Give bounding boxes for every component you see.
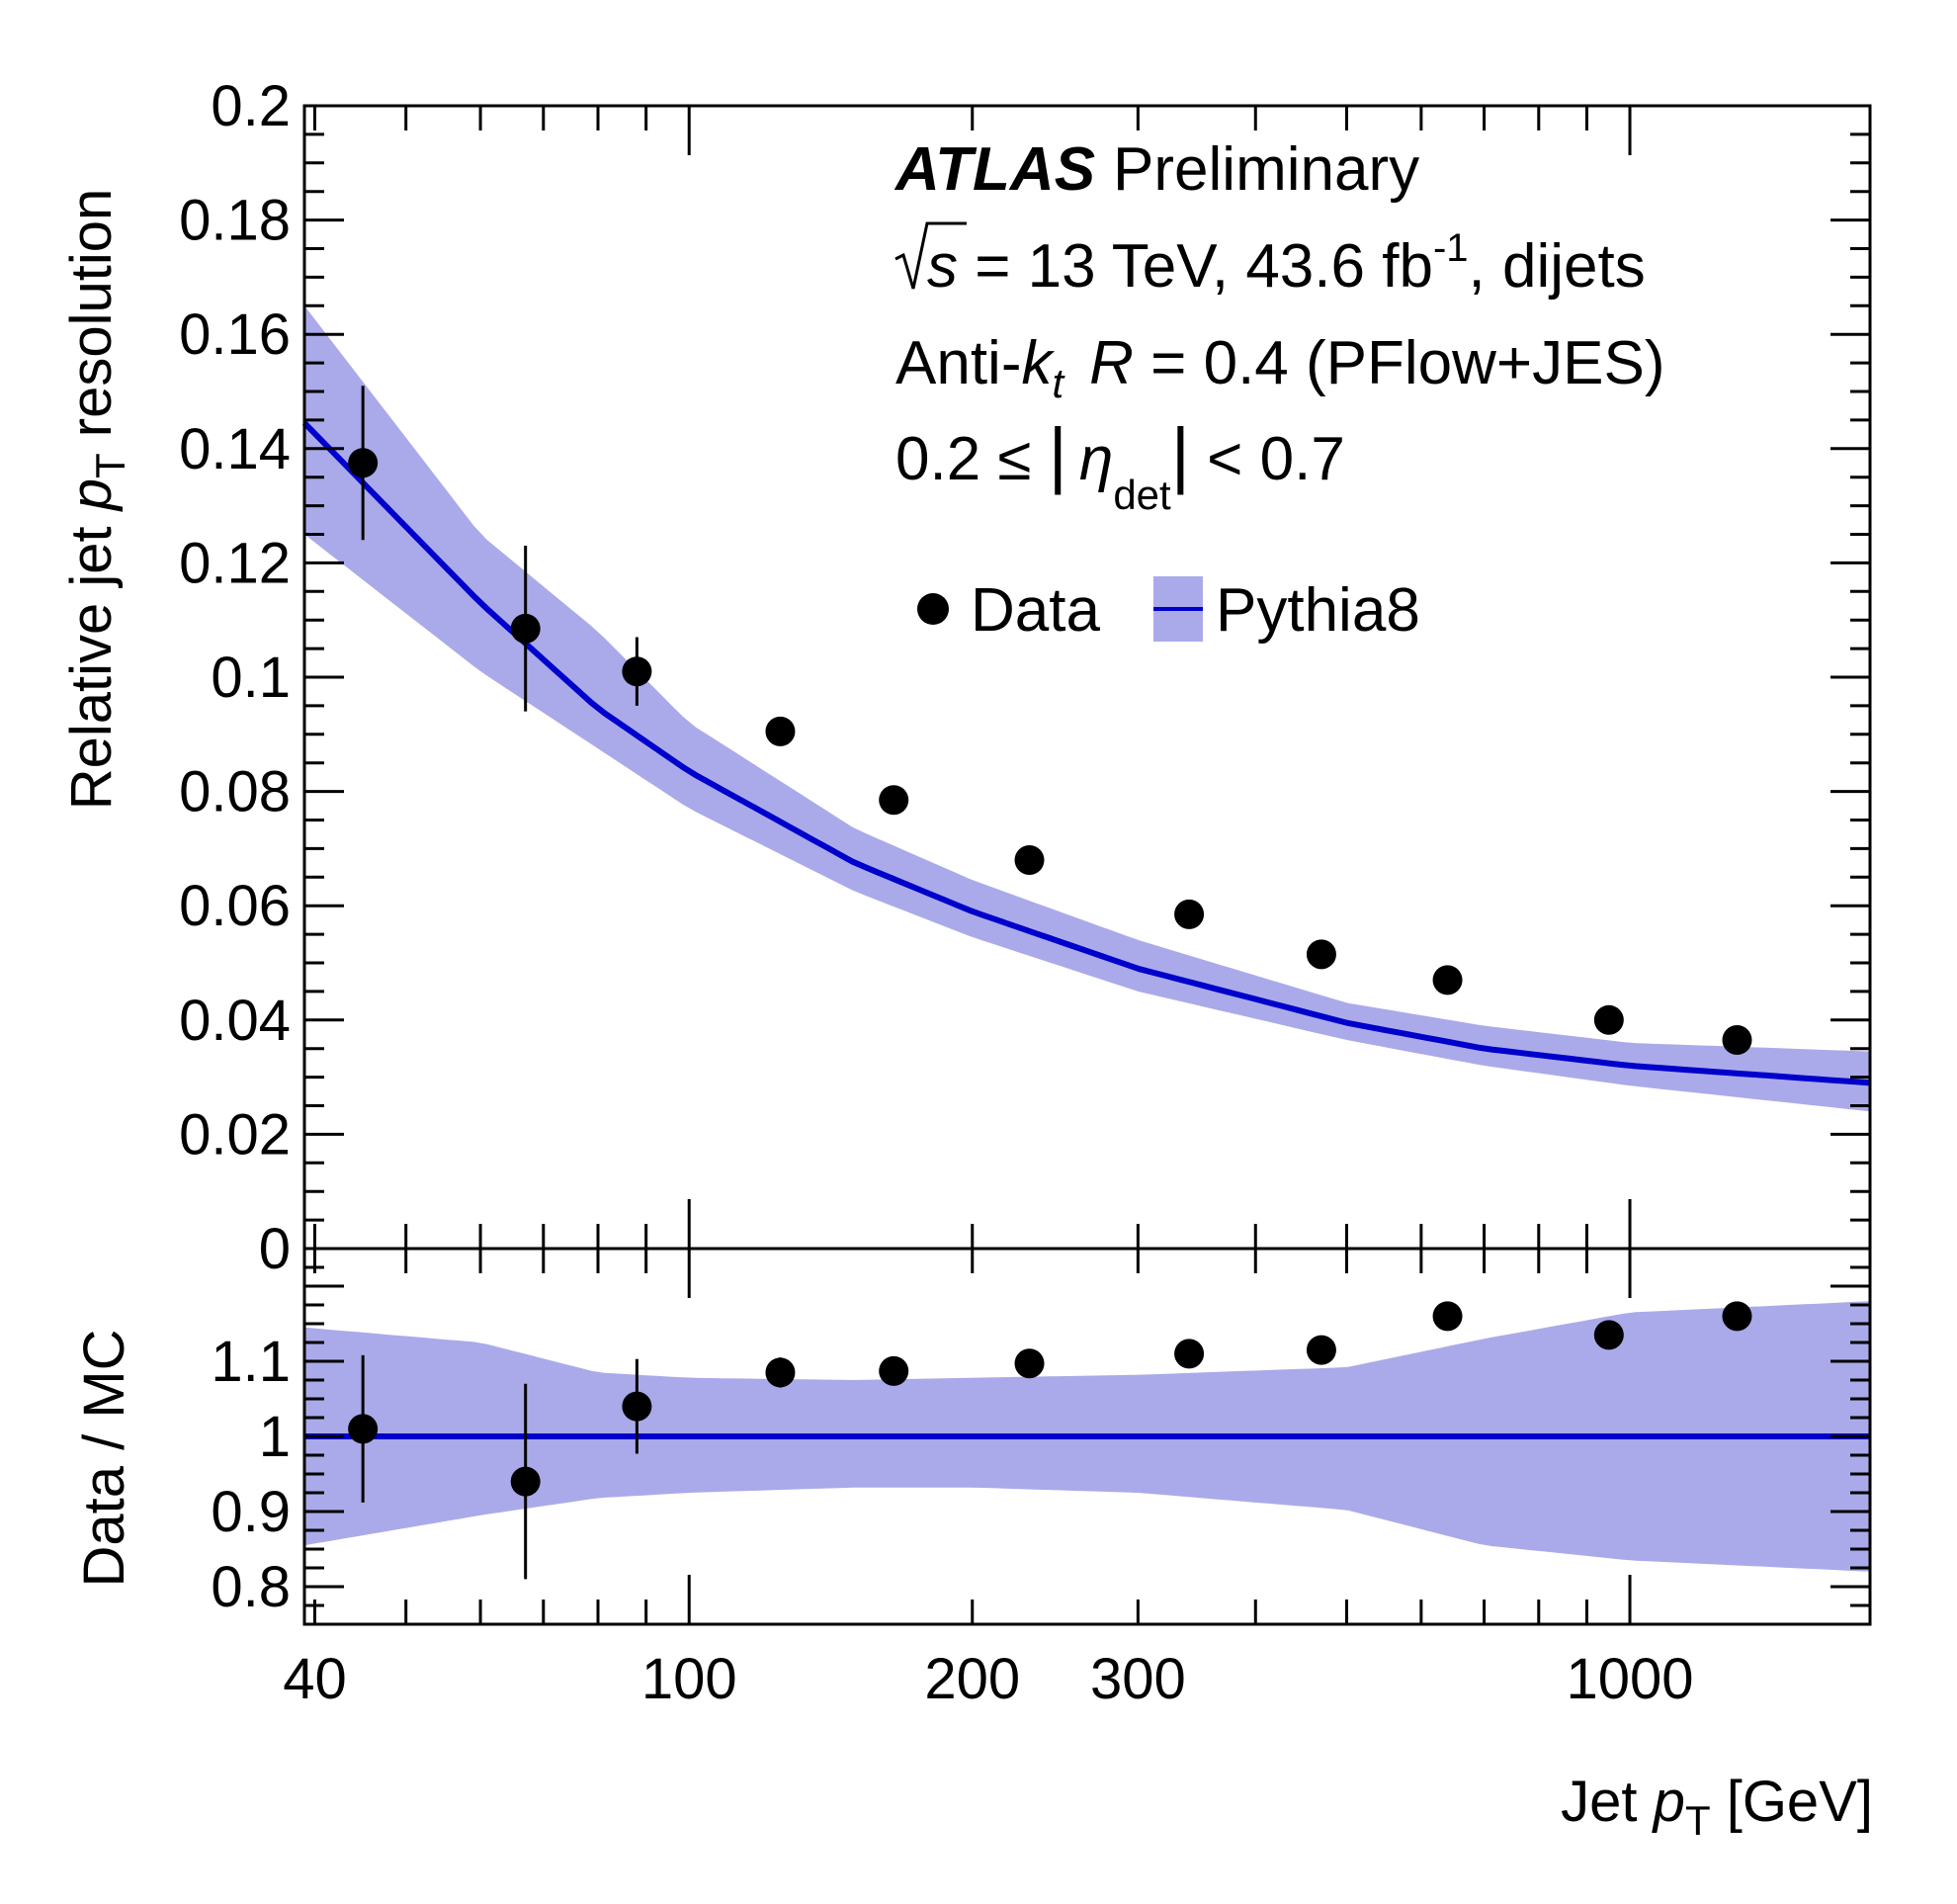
eta-range-label: 0.2 ≤ | ηdet| < 0.7 (895, 413, 1345, 518)
ratio-data-point (1014, 1348, 1045, 1379)
xlabel-sub: T (1685, 1797, 1711, 1844)
svg-text:Relative jet pT resolution: Relative jet pT resolution (59, 189, 133, 811)
ratio-ytick-label: 0.9 (211, 1480, 291, 1544)
top-ytick-label: 0.02 (179, 1102, 291, 1167)
svg-text:Anti-ktR = 0.4 (PFlow+JES): Anti-kt R = 0.4 (PFlow+JES) (895, 329, 1664, 406)
top-ytick-label: 0.08 (179, 760, 291, 824)
algo-R: R (1089, 329, 1134, 397)
algo-anti: Anti- (895, 329, 1021, 397)
algo-k: k (1021, 329, 1055, 397)
ratio-data-point (348, 1414, 379, 1444)
top-ytick-label: 0 (259, 1217, 291, 1281)
xlabel-var: p (1652, 1770, 1685, 1834)
top-data-point (765, 716, 796, 746)
xtick-label: 40 (283, 1647, 347, 1711)
eta-bar-right: | (1171, 413, 1190, 495)
ratio-panel-y-ticks: 0.8 0.9 1 1.1 (211, 1247, 1870, 1626)
x-axis-title: Jet pT [GeV] (1561, 1770, 1873, 1844)
top-ylabel-prefix: Relative jet (59, 510, 124, 810)
atlas-status: Preliminary (1113, 135, 1419, 204)
top-data-point (510, 613, 541, 644)
top-y-axis-title: Relative jet pT resolution (59, 189, 133, 811)
top-data-point (879, 785, 909, 816)
energy-sqrt-var: s (927, 232, 958, 301)
legend-data-label: Data (971, 576, 1100, 645)
ratio-data-point (1306, 1335, 1336, 1365)
top-data-point (1722, 1025, 1752, 1056)
xtick-label: 100 (641, 1647, 737, 1711)
lumi-suffix: , dijets (1469, 232, 1646, 301)
ratio-data-point (765, 1357, 796, 1388)
top-ytick-label: 0.18 (179, 189, 291, 253)
top-panel-data-points (348, 386, 1752, 1056)
top-data-point (1432, 965, 1463, 995)
top-data-point (1593, 1004, 1624, 1035)
eta-bar-left: | (1049, 413, 1067, 495)
xlabel-prefix: Jet (1561, 1770, 1654, 1834)
ratio-data-point (622, 1391, 652, 1422)
legend-data-marker (917, 593, 949, 625)
top-ylabel-suffix: resolution (59, 189, 124, 454)
top-ytick-label: 0.16 (179, 303, 291, 367)
energy-text: = 13 TeV, 43.6 fb (958, 232, 1433, 301)
top-ylabel-sub: T (87, 453, 133, 478)
xlabel-unit: [GeV] (1711, 1770, 1873, 1834)
svg-text:s = 13 TeV, 43.6 fb-1, dijets: s = 13 TeV, 43.6 fb-1, dijets (927, 226, 1646, 301)
ratio-ylabel: Data / MC (72, 1329, 136, 1587)
eta-sub: det (1113, 472, 1171, 518)
ratio-data-point (879, 1355, 909, 1386)
eta-upper: < 0.7 (1190, 425, 1345, 493)
legend-mc-label: Pythia8 (1216, 576, 1420, 645)
top-panel-mc-line (301, 420, 1871, 1086)
svg-text:Jet pT [GeV]: Jet pT [GeV] (1561, 1770, 1873, 1844)
ratio-data-point (510, 1466, 541, 1497)
ratio-data-point (1722, 1301, 1752, 1332)
top-data-point (348, 448, 379, 478)
top-ytick-label: 0.14 (179, 417, 291, 481)
energy-lumi-label: s = 13 TeV, 43.6 fb-1, dijets (894, 221, 1646, 301)
atlas-label: ATLAS Preliminary (893, 135, 1419, 204)
ratio-panel-data-points (348, 1301, 1752, 1580)
x-axis-ticks: 40 100 200 300 1000 (283, 106, 1694, 1711)
top-data-point (1174, 899, 1205, 929)
lumi-exponent: -1 (1433, 226, 1469, 270)
legend: Data Pythia8 (917, 576, 1420, 645)
eta-lower: 0.2 ≤ (895, 425, 1049, 493)
algorithm-label: Anti-kt R = 0.4 (PFlow+JES) (895, 329, 1664, 406)
ratio-ytick-label: 0.8 (211, 1555, 291, 1619)
top-mc-curve (301, 420, 1871, 1086)
top-ytick-label: 0.1 (211, 646, 291, 710)
top-ytick-label: 0.2 (211, 74, 291, 138)
top-data-point (1306, 939, 1336, 970)
top-ytick-label: 0.06 (179, 874, 291, 938)
top-data-point (1014, 844, 1045, 875)
xtick-label: 200 (924, 1647, 1020, 1711)
eta-symbol: η (1079, 425, 1113, 493)
algo-rest: = 0.4 (PFlow+JES) (1134, 329, 1665, 397)
xtick-label: 300 (1090, 1647, 1186, 1711)
atlas-experiment: ATLAS (893, 135, 1095, 204)
ratio-ytick-label: 1 (259, 1405, 291, 1469)
sqrt-symbol (894, 221, 967, 290)
top-ytick-label: 0.04 (179, 989, 291, 1053)
ratio-ytick-label: 1.1 (211, 1330, 291, 1394)
algo-t: t (1052, 360, 1065, 406)
svg-text:0.2 ≤ |ηdet| < 0.7: 0.2 ≤ | ηdet| < 0.7 (895, 413, 1345, 518)
xtick-label: 1000 (1567, 1647, 1694, 1711)
ratio-data-point (1593, 1320, 1624, 1350)
ratio-data-point (1432, 1301, 1463, 1332)
top-panel-y-ticks: 0 0.02 0.04 0.06 0.08 0.1 0.12 0.14 0.16 0.18 0.2 (179, 74, 1870, 1281)
top-ytick-label: 0.12 (179, 531, 291, 595)
top-data-point (622, 656, 652, 687)
ratio-y-axis-title: Data / MC (72, 1329, 136, 1587)
top-ylabel-var: p (59, 478, 124, 512)
ratio-data-point (1174, 1339, 1205, 1369)
